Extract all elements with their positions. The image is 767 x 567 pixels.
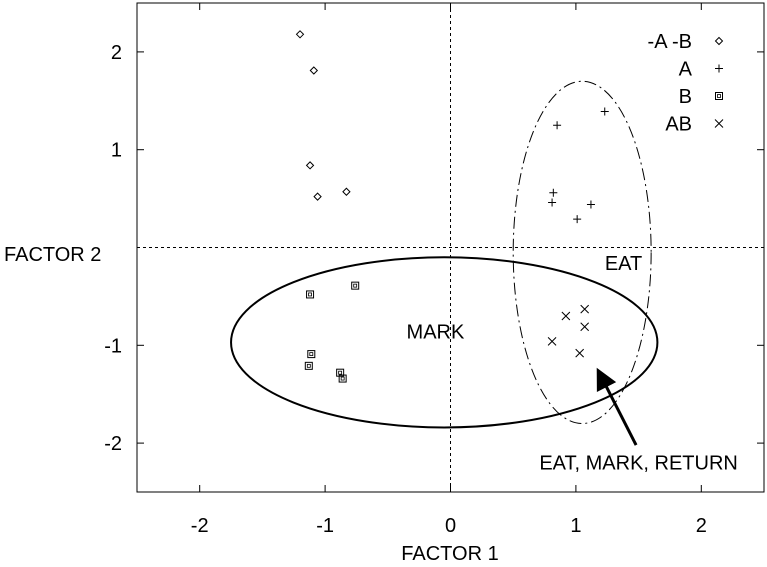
regions: MARK EAT [230, 80, 659, 429]
point-square-inner [306, 363, 311, 368]
point-diamond [309, 66, 319, 75]
point-square [336, 368, 345, 377]
point-x [580, 322, 590, 332]
point-x [547, 337, 557, 346]
point-plus [586, 200, 595, 209]
point-diamond [305, 161, 315, 170]
x-tick-label: 1 [570, 515, 581, 537]
annotations: EAT, MARK, RETURN [539, 367, 738, 475]
point-square [306, 290, 315, 299]
point-diamond [313, 192, 322, 201]
y-axis-label: FACTOR 2 [4, 244, 101, 266]
point-square-outer [351, 281, 360, 290]
annotation-arrow-shaft [604, 385, 638, 446]
legend-marker-diamond [714, 36, 724, 46]
point-square-outer [306, 290, 315, 299]
point-x [561, 311, 571, 321]
legend-marker-square [715, 92, 723, 100]
point-square-inner [353, 283, 358, 288]
point-square-inner [340, 376, 345, 381]
annotation-label: EAT, MARK, RETURN [539, 453, 738, 475]
point-square-outer [336, 368, 345, 377]
point-square-outer [338, 374, 347, 383]
point-x [580, 304, 590, 314]
point-plus [573, 215, 582, 224]
point-plus [600, 107, 609, 116]
y-tick-label: -1 [104, 335, 122, 357]
zero-lines [137, 3, 764, 492]
legend-label: A [679, 59, 693, 81]
point-diamond [295, 30, 305, 39]
legend-label: B [679, 86, 692, 108]
legend: -A -B AB AB [648, 31, 724, 136]
point-square [304, 361, 313, 370]
legend-label: -A -B [648, 31, 692, 53]
x-axis-label: FACTOR 1 [401, 543, 498, 565]
legend-label: AB [665, 114, 692, 136]
point-square [351, 281, 360, 290]
legend-marker-square-outer [715, 92, 723, 100]
axis-ticks: -2 -1 0 1 2 -2 -1 1 2 [104, 3, 764, 537]
point-square [307, 350, 316, 359]
region-label-mark: MARK [407, 322, 465, 344]
legend-marker-square-inner [717, 94, 721, 98]
point-square-outer [304, 361, 313, 370]
region-ellipse-eat [512, 80, 652, 425]
point-square-inner [309, 352, 314, 357]
point-x [575, 348, 585, 358]
annotation-arrow-head [596, 367, 617, 392]
y-tick-label: 2 [111, 42, 122, 64]
y-tick-label: -2 [104, 433, 122, 455]
point-square [338, 374, 347, 383]
x-tick-label: 0 [445, 515, 456, 537]
legend-marker-x [714, 119, 724, 128]
region-label-eat: EAT [605, 253, 642, 275]
point-square-inner [338, 370, 343, 375]
point-plus [548, 198, 557, 207]
point-diamond [342, 187, 351, 196]
y-tick-label: 1 [111, 140, 122, 162]
region-ellipse-mark [230, 256, 659, 429]
x-tick-label: 2 [696, 515, 707, 537]
data-points [295, 30, 609, 383]
point-square-outer [307, 350, 316, 359]
legend-marker-plus [715, 64, 723, 73]
point-plus [549, 188, 558, 197]
point-square-inner [308, 292, 312, 297]
x-tick-label: -2 [191, 515, 209, 537]
point-plus [553, 121, 562, 130]
x-tick-label: -1 [316, 515, 334, 537]
